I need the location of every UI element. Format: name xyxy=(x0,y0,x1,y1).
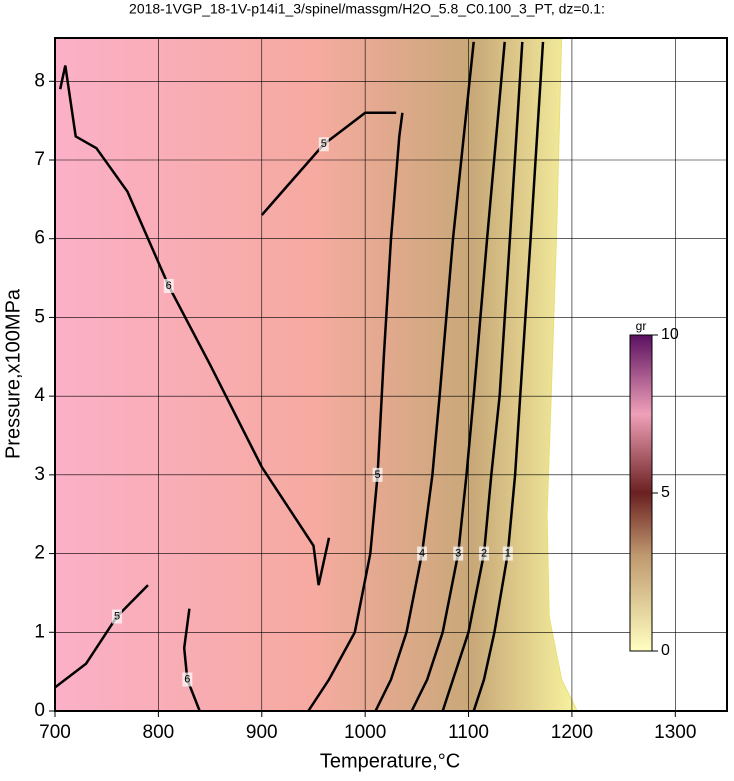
y-tick-label: 0 xyxy=(34,700,45,721)
y-tick-label: 2 xyxy=(34,543,45,564)
contour-line xyxy=(472,41,545,711)
y-axis-label: Pressure,x100MPa xyxy=(2,288,24,459)
contour-label-bg xyxy=(182,672,193,687)
colorbar: gr 0 5 10 xyxy=(629,319,679,659)
y-tick-label: 4 xyxy=(34,385,45,406)
x-tick-label: 900 xyxy=(246,722,278,743)
x-tick-label: 800 xyxy=(143,722,175,743)
contour-line xyxy=(441,41,524,711)
contour-label: 5 xyxy=(321,138,327,150)
colorbar-gradient xyxy=(629,334,653,652)
y-tick-label: 3 xyxy=(34,464,45,485)
contour-label: 6 xyxy=(166,280,172,292)
colorbar-tick-label: 5 xyxy=(661,484,670,501)
x-tick-label: 1100 xyxy=(448,722,489,743)
y-tick-label: 8 xyxy=(34,70,45,91)
x-tick-label: 700 xyxy=(39,722,71,743)
colorbar-tick-label: 0 xyxy=(661,642,670,659)
colorbar-tick-label: 10 xyxy=(661,326,679,343)
x-axis-label: Temperature,°C xyxy=(320,750,460,772)
y-tick-label: 1 xyxy=(34,621,45,642)
contour-label-bg xyxy=(318,137,329,152)
chart-title: 2018-1VGP_18-1V-p14i1_3/spinel/massgm/H2… xyxy=(129,1,605,17)
contour-label: 5 xyxy=(114,610,120,622)
contour-label-bg xyxy=(112,609,123,624)
x-tick-label: 1200 xyxy=(551,722,593,743)
contour-line xyxy=(374,41,475,711)
plot-frame xyxy=(54,37,728,712)
filled-field xyxy=(55,38,578,711)
contour-label: 6 xyxy=(184,673,190,685)
contour-label-bg xyxy=(163,278,174,293)
y-tick-label: 7 xyxy=(34,149,45,170)
y-tick-label: 6 xyxy=(34,228,45,249)
contour-line xyxy=(55,584,149,689)
y-tick-label: 5 xyxy=(34,306,45,327)
colorbar-label: gr xyxy=(636,319,647,333)
x-tick-label: 1300 xyxy=(654,722,696,743)
contour-line xyxy=(182,608,201,711)
axes: 700 800 900 1000 1100 1200 1300 0 1 2 3 4 5 6 7 8 xyxy=(34,70,696,743)
contour-line xyxy=(410,41,506,711)
x-tick-label: 1000 xyxy=(344,722,386,743)
